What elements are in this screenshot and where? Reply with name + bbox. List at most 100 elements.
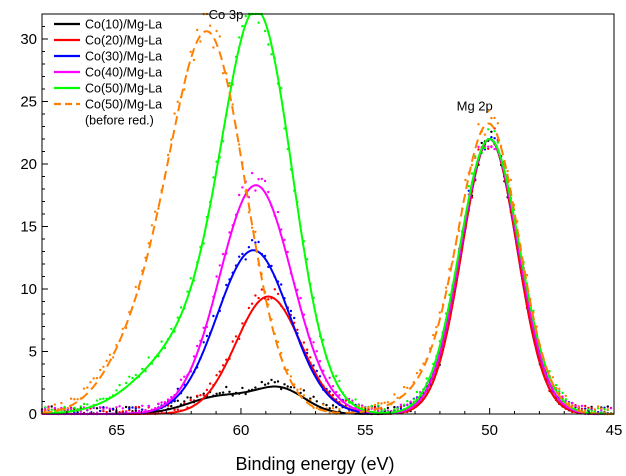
data-point bbox=[283, 383, 286, 386]
data-point bbox=[86, 386, 89, 389]
data-point bbox=[86, 408, 89, 412]
data-point bbox=[102, 406, 105, 409]
legend-label: Co(10)/Mg-La bbox=[85, 18, 162, 32]
data-point bbox=[144, 408, 147, 412]
data-point bbox=[131, 406, 134, 409]
data-point bbox=[115, 389, 118, 392]
data-point bbox=[267, 43, 270, 46]
data-point bbox=[218, 392, 221, 395]
data-point bbox=[299, 296, 302, 300]
data-point bbox=[79, 410, 83, 413]
data-point bbox=[99, 406, 102, 409]
data-point bbox=[202, 394, 205, 397]
data-point bbox=[493, 116, 496, 120]
series-line bbox=[42, 13, 615, 415]
legend: Co(10)/Mg-La Co(20)/Mg-La Co(30)/Mg-La Co(4… bbox=[54, 18, 162, 128]
data-point bbox=[377, 401, 380, 405]
annotation-mg-2p: Mg 2p bbox=[457, 98, 493, 113]
data-point bbox=[606, 405, 609, 408]
data-point bbox=[289, 386, 293, 389]
data-point bbox=[315, 350, 318, 353]
data-point bbox=[108, 409, 112, 413]
data-point bbox=[406, 386, 409, 389]
data-point bbox=[412, 398, 415, 401]
data-point bbox=[380, 402, 383, 405]
data-point bbox=[176, 387, 179, 390]
data-point bbox=[487, 128, 490, 131]
x-tick-label: 65 bbox=[108, 422, 125, 439]
data-point bbox=[273, 288, 276, 291]
data-point bbox=[293, 316, 296, 320]
data-point bbox=[218, 370, 221, 373]
y-tick-label: 20 bbox=[20, 156, 37, 173]
data-point bbox=[331, 404, 335, 407]
data-point bbox=[315, 400, 318, 403]
data-point bbox=[160, 401, 163, 404]
data-point bbox=[280, 283, 283, 286]
data-point bbox=[47, 407, 50, 411]
data-point bbox=[121, 407, 125, 410]
x-axis-title: Binding energy (eV) bbox=[235, 454, 394, 474]
data-point bbox=[189, 398, 192, 402]
data-point bbox=[270, 378, 273, 382]
data-point bbox=[212, 314, 215, 318]
data-point bbox=[199, 40, 202, 43]
data-point bbox=[69, 397, 73, 400]
data-point bbox=[477, 145, 480, 149]
data-point bbox=[590, 409, 593, 413]
data-point bbox=[260, 177, 263, 181]
data-point bbox=[286, 385, 289, 388]
data-point bbox=[558, 387, 561, 390]
data-point bbox=[409, 400, 412, 403]
data-point bbox=[603, 408, 606, 411]
data-point bbox=[254, 294, 257, 297]
data-point bbox=[215, 275, 218, 278]
data-point bbox=[289, 309, 293, 313]
data-point bbox=[124, 405, 128, 409]
data-point bbox=[377, 404, 380, 407]
data-point bbox=[267, 298, 270, 301]
y-tick-label: 30 bbox=[20, 31, 37, 48]
data-point bbox=[276, 292, 280, 296]
data-point bbox=[257, 21, 260, 24]
data-point bbox=[118, 383, 121, 387]
data-point bbox=[477, 123, 480, 126]
data-point bbox=[73, 398, 76, 401]
data-point bbox=[444, 286, 448, 289]
data-point bbox=[241, 252, 244, 256]
data-point bbox=[205, 334, 209, 338]
data-point bbox=[170, 327, 173, 331]
data-point bbox=[124, 381, 128, 385]
data-point bbox=[367, 406, 370, 409]
data-point bbox=[286, 368, 289, 372]
data-point bbox=[402, 385, 406, 389]
data-point bbox=[183, 375, 186, 378]
data-point bbox=[558, 390, 561, 393]
data-point bbox=[393, 393, 396, 396]
data-point bbox=[128, 407, 131, 410]
data-point bbox=[60, 401, 63, 405]
data-point bbox=[131, 376, 134, 380]
data-point bbox=[425, 377, 428, 380]
data-point bbox=[215, 374, 218, 377]
data-point bbox=[393, 405, 396, 409]
data-point bbox=[53, 409, 57, 412]
data-point bbox=[393, 408, 396, 411]
data-point bbox=[257, 178, 260, 181]
data-point bbox=[270, 53, 273, 56]
y-tick-label: 5 bbox=[29, 344, 37, 361]
data-point bbox=[147, 405, 150, 408]
data-point bbox=[102, 397, 105, 400]
data-point bbox=[115, 406, 118, 409]
data-point bbox=[147, 356, 150, 359]
data-point bbox=[247, 246, 251, 249]
data-point bbox=[483, 146, 487, 150]
data-point bbox=[150, 224, 154, 227]
data-point bbox=[487, 147, 490, 150]
data-point bbox=[571, 401, 574, 405]
data-point bbox=[438, 311, 441, 314]
data-point bbox=[118, 405, 121, 408]
data-point bbox=[205, 388, 209, 392]
data-point bbox=[231, 103, 234, 106]
